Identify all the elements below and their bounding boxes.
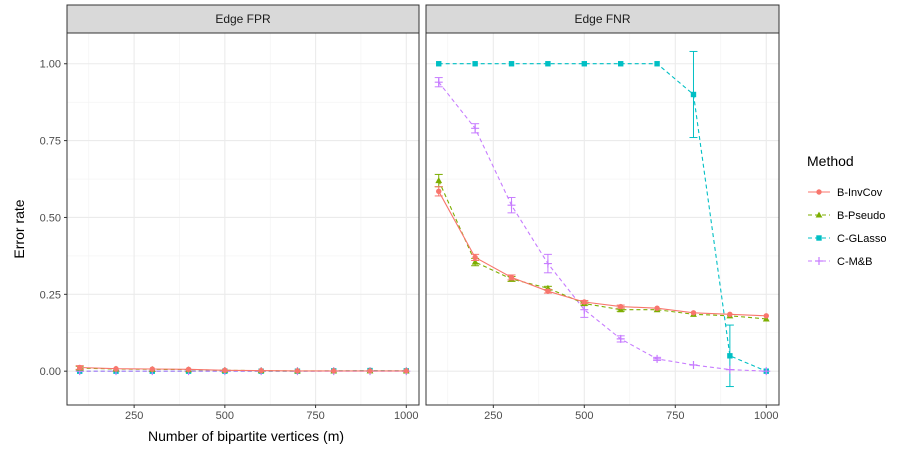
x-tick-label: 250 — [484, 410, 502, 422]
data-point — [543, 259, 552, 268]
x-axis-title: Number of bipartite vertices (m) — [148, 428, 344, 444]
y-tick-label: 0.50 — [40, 212, 61, 224]
data-point — [436, 61, 442, 67]
legend-label: B-Pseudo — [837, 210, 885, 222]
data-point — [185, 366, 192, 373]
data-point — [616, 334, 625, 343]
data-point — [545, 61, 551, 67]
legend-item: C-M&B — [808, 256, 872, 268]
data-point — [581, 299, 588, 305]
data-point — [222, 367, 228, 373]
data-point — [472, 61, 478, 67]
data-point — [435, 177, 443, 184]
series-line — [79, 366, 407, 372]
panel-border — [66, 32, 420, 406]
data-point — [581, 61, 588, 67]
x-tick-label: 500 — [575, 410, 593, 422]
legend-key-marker — [815, 211, 823, 218]
data-point — [508, 274, 515, 281]
legend-label: B-InvCov — [837, 187, 883, 199]
facet-strip — [66, 4, 420, 34]
data-point — [471, 258, 479, 265]
data-point — [689, 361, 698, 370]
facet-strip-title: Edge FPR — [215, 12, 271, 26]
data-point — [727, 353, 733, 359]
legend-label: C-GLasso — [837, 233, 887, 245]
panels: Edge FPR Edge FNR — [66, 4, 780, 406]
y-tick-label: 0.75 — [40, 136, 61, 148]
legend-items: B-InvCov B-Pseudo C-GLasso C-M&B — [808, 187, 887, 268]
facet-strip — [425, 4, 780, 34]
data-point — [653, 354, 662, 363]
series-c-glasso — [436, 50, 769, 388]
x-tick-label: 750 — [306, 410, 324, 422]
series-b-invcov — [434, 186, 769, 319]
data-point — [258, 367, 264, 374]
series-line — [438, 63, 767, 372]
legend-item: C-GLasso — [808, 233, 887, 245]
data-point — [654, 61, 660, 67]
legend-label: C-M&B — [837, 256, 872, 268]
data-point — [690, 310, 697, 316]
panel-background — [426, 33, 779, 405]
data-point — [654, 305, 660, 311]
y-tick-label: 0.25 — [40, 289, 61, 301]
facet-strip-title: Edge FNR — [574, 12, 630, 26]
y-tick-label: 0.00 — [40, 366, 61, 378]
data-point — [545, 288, 551, 294]
data-point — [403, 368, 409, 374]
legend: Method B-InvCov B-Pseudo C-GLasso C-M&B — [807, 153, 887, 268]
data-point — [763, 313, 769, 319]
panel-border — [425, 32, 780, 406]
x-tick-label: 1000 — [394, 410, 418, 422]
data-point — [725, 365, 734, 374]
x-tick-label: 500 — [216, 410, 234, 422]
data-point — [507, 201, 516, 210]
data-point — [77, 364, 83, 371]
data-point — [294, 368, 301, 374]
panel-background — [67, 33, 419, 405]
panel-edge-fnr: Edge FNR — [425, 4, 780, 406]
series-line — [438, 180, 767, 320]
legend-item: B-Pseudo — [808, 210, 885, 222]
data-point — [113, 366, 119, 372]
data-point — [434, 78, 443, 87]
data-point — [617, 61, 624, 67]
data-point — [727, 311, 733, 318]
legend-key-marker — [816, 189, 822, 195]
panel-edge-fpr: Edge FPR — [66, 4, 420, 406]
data-point — [690, 91, 697, 98]
data-point — [436, 188, 442, 195]
y-axis: 0.00 0.25 0.50 0.75 1.00 — [40, 59, 67, 378]
data-point — [472, 254, 478, 261]
data-point — [508, 61, 515, 67]
legend-item: B-InvCov — [808, 187, 883, 199]
legend-key-marker — [816, 235, 822, 241]
x-axis: 250 500 750 1000 250 500 750 1000 — [125, 405, 779, 422]
data-point — [331, 368, 337, 374]
data-point — [471, 124, 480, 133]
x-tick-label: 1000 — [754, 410, 778, 422]
series-line — [438, 81, 767, 372]
x-tick-label: 750 — [666, 410, 684, 422]
x-tick-label: 250 — [125, 410, 143, 422]
data-point — [149, 366, 155, 372]
data-point — [617, 303, 624, 310]
series-c-m-b — [434, 77, 771, 376]
series-line — [438, 191, 767, 317]
data-point — [580, 305, 589, 314]
series-b-invcov — [75, 364, 409, 374]
legend-title: Method — [807, 153, 854, 169]
data-point — [762, 367, 771, 376]
data-point — [367, 368, 373, 374]
y-axis-title: Error rate — [11, 199, 27, 258]
legend-key-marker — [815, 257, 823, 265]
y-tick-label: 1.00 — [40, 59, 61, 71]
